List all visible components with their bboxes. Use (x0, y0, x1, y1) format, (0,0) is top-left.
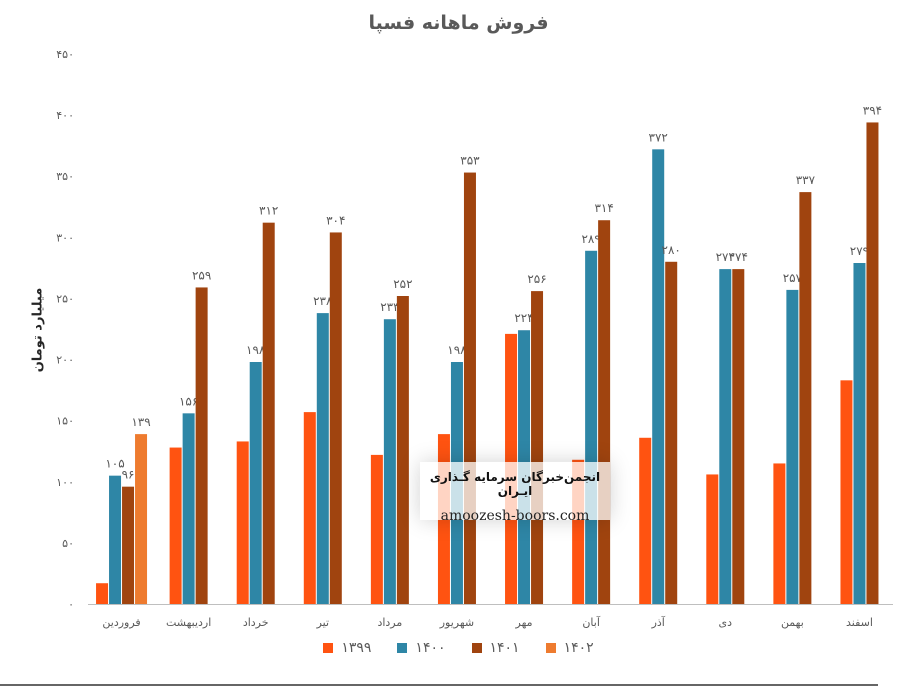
x-tick-label: آبان (582, 615, 600, 629)
x-tick-label: تیر (316, 616, 329, 629)
legend-item: ۱۴۰۲ (545, 640, 594, 656)
data-label: ۱۰۵ (105, 457, 124, 471)
bar-s2-11 (866, 122, 879, 604)
data-label: ۳۱۲ (259, 204, 278, 218)
bar-s2-0 (122, 486, 135, 604)
legend-label: ۱۴۰۰ (415, 640, 446, 656)
watermark: انجمن‌خبرگان سرمایه‌ گـذاری ایـران amooz… (420, 462, 610, 524)
bar-s1-11 (853, 263, 866, 604)
legend-label: ۱۳۹۹ (341, 640, 372, 656)
bar-s0-8 (639, 437, 652, 604)
x-tick-label: اردیبهشت (166, 616, 211, 629)
legend-item: ۱۳۹۹ (323, 640, 371, 656)
bar-s2-7 (598, 220, 611, 604)
bar-s1-7 (585, 250, 598, 604)
y-tick-label: ۴۰۰ (56, 109, 74, 122)
data-label: ۲۷۹ (850, 244, 869, 258)
data-label: ۲۵۷ (783, 271, 803, 285)
bar-s0-4 (370, 454, 383, 604)
bar-s2-1 (195, 287, 208, 604)
y-tick-label: ۱۵۰ (56, 415, 74, 428)
legend-swatch (545, 643, 556, 653)
y-tick-label: ۰ (68, 598, 74, 611)
bar-s1-10 (786, 289, 799, 604)
bar-s0-9 (706, 474, 719, 604)
legend-swatch (397, 643, 408, 653)
x-tick-label: اسفند (846, 616, 873, 629)
data-label: ۲۷۴ (716, 250, 735, 264)
bar-s0-2 (236, 441, 249, 604)
x-tick-label: خرداد (243, 616, 269, 629)
bar-s3-0 (135, 434, 148, 604)
legend-swatch (323, 643, 334, 653)
data-label: ۲۸۰ (662, 243, 681, 257)
data-label: ۹۶ (122, 468, 135, 482)
data-label: ۳۰۴ (326, 213, 345, 227)
bar-s2-5 (463, 172, 476, 605)
x-tick-label: شهریور (439, 616, 474, 629)
data-label: ۱۵۶ (179, 394, 198, 408)
data-label: ۲۵۶ (527, 272, 546, 286)
bar-s0-0 (96, 583, 109, 604)
y-tick-label: ۴۵۰ (56, 48, 74, 61)
bar-s0-1 (169, 447, 182, 604)
bar-s2-10 (799, 192, 812, 604)
bar-s1-8 (652, 149, 665, 605)
data-label: ۳۳۷ (796, 173, 816, 187)
data-label: ۲۵۲ (393, 277, 412, 291)
x-tick-label: فروردین (102, 616, 140, 629)
data-label: ۳۹۴ (863, 103, 882, 117)
data-label: ۳۱۴ (594, 201, 613, 215)
legend-label: ۱۴۰۱ (489, 640, 520, 656)
data-label: ۲۵۹ (192, 268, 211, 282)
y-tick-label: ۳۵۰ (56, 170, 74, 183)
bar-s2-6 (531, 291, 544, 604)
chart-legend: ۱۳۹۹ ۱۴۰۰ ۱۴۰۱ ۱۴۰۲ (0, 640, 917, 656)
bar-s1-9 (719, 269, 732, 604)
data-label: ۲۲۴ (514, 311, 533, 325)
x-tick-label: مهر (515, 616, 533, 629)
x-tick-label: مرداد (377, 616, 402, 629)
bar-s1-1 (182, 413, 195, 604)
bottom-border (0, 684, 878, 686)
watermark-title: انجمن‌خبرگان سرمایه‌ گـذاری ایـران (429, 470, 601, 498)
data-label: ۳۷۲ (649, 130, 668, 144)
data-label: ۲۸۹ (581, 232, 600, 246)
bar-s2-4 (396, 296, 409, 604)
y-tick-label: ۳۰۰ (56, 231, 74, 244)
bar-s2-9 (732, 269, 745, 604)
bar-s2-2 (262, 222, 275, 604)
x-tick-label: بهمن (781, 616, 804, 629)
legend-item: ۱۴۰۰ (397, 640, 446, 656)
bar-s2-8 (665, 261, 678, 604)
bar-s1-0 (109, 475, 122, 604)
bar-s1-4 (383, 319, 396, 604)
bar-s2-3 (329, 232, 342, 604)
x-tick-label: آذر (651, 615, 666, 629)
y-tick-label: ۵۰ (62, 537, 74, 550)
bar-s1-3 (316, 313, 329, 604)
data-label: ۱۹۸ (447, 343, 467, 357)
bar-s0-10 (773, 463, 786, 604)
legend-swatch (471, 643, 482, 653)
data-label: ۲۷۴ (729, 250, 748, 264)
x-tick-label: دی (719, 616, 733, 629)
legend-item: ۱۴۰۱ (471, 640, 520, 656)
data-label: ۲۳۳ (380, 300, 400, 314)
data-label: ۱۳۹ (131, 415, 150, 429)
bar-s0-3 (303, 412, 316, 604)
y-tick-label: ۲۰۰ (56, 354, 74, 367)
bar-s0-11 (840, 380, 853, 604)
bar-s1-2 (249, 362, 262, 604)
data-label: ۲۳۸ (313, 294, 333, 308)
data-label: ۳۵۳ (460, 154, 480, 168)
data-label: ۱۹۸ (246, 343, 266, 357)
y-tick-label: ۲۵۰ (56, 292, 74, 305)
legend-label: ۱۴۰۲ (563, 640, 594, 656)
y-tick-label: ۱۰۰ (56, 476, 74, 489)
chart-title: فروش ماهانه فسپا (368, 12, 549, 34)
watermark-site: amoozesh-boors.com (440, 508, 590, 524)
